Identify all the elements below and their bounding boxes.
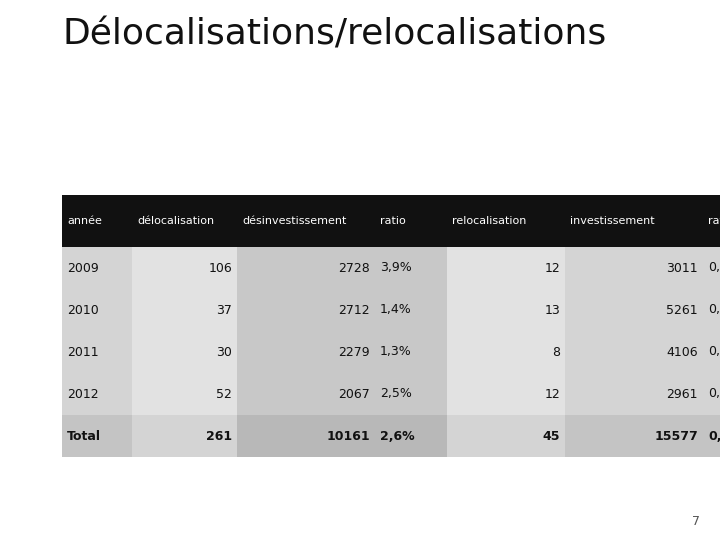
Bar — [237, 373, 375, 415]
Text: 2067: 2067 — [338, 388, 370, 401]
Bar — [703, 247, 720, 289]
Text: 261: 261 — [206, 429, 232, 442]
Text: 0,2%: 0,2% — [708, 303, 720, 316]
Bar — [447, 195, 565, 247]
Text: 2010: 2010 — [67, 303, 99, 316]
Text: ratio: ratio — [380, 216, 406, 226]
Text: 3011: 3011 — [667, 261, 698, 274]
Bar — [132, 247, 237, 289]
Bar — [565, 331, 703, 373]
Bar — [447, 289, 565, 331]
Text: investissement: investissement — [570, 216, 654, 226]
Text: 2279: 2279 — [338, 346, 370, 359]
Bar — [62, 331, 132, 373]
Bar — [447, 373, 565, 415]
Bar — [62, 195, 132, 247]
Text: 45: 45 — [542, 429, 560, 442]
Text: 2,6%: 2,6% — [380, 429, 415, 442]
Text: 2728: 2728 — [338, 261, 370, 274]
Text: 2712: 2712 — [338, 303, 370, 316]
Text: délocalisation: délocalisation — [137, 216, 214, 226]
Text: 8: 8 — [552, 346, 560, 359]
Text: 3,9%: 3,9% — [380, 261, 412, 274]
Bar — [237, 247, 375, 289]
Bar — [62, 415, 132, 457]
Text: 12: 12 — [544, 388, 560, 401]
Text: 13: 13 — [544, 303, 560, 316]
Text: 37: 37 — [216, 303, 232, 316]
Bar — [565, 195, 703, 247]
Text: 0,4%: 0,4% — [708, 388, 720, 401]
Bar — [62, 247, 132, 289]
Bar — [375, 247, 447, 289]
Text: 106: 106 — [208, 261, 232, 274]
Bar — [375, 331, 447, 373]
Text: désinvestissement: désinvestissement — [242, 216, 346, 226]
Bar — [703, 289, 720, 331]
Bar — [237, 195, 375, 247]
Text: 2011: 2011 — [67, 346, 99, 359]
Bar — [132, 289, 237, 331]
Text: ratio: ratio — [708, 216, 720, 226]
Text: 12: 12 — [544, 261, 560, 274]
Bar — [565, 289, 703, 331]
Bar — [703, 195, 720, 247]
Bar — [132, 415, 237, 457]
Bar — [565, 247, 703, 289]
Bar — [703, 415, 720, 457]
Bar — [62, 373, 132, 415]
Text: 2012: 2012 — [67, 388, 99, 401]
Bar — [447, 331, 565, 373]
Bar — [237, 331, 375, 373]
Bar — [703, 373, 720, 415]
Text: relocalisation: relocalisation — [452, 216, 526, 226]
Bar — [375, 289, 447, 331]
Text: 2961: 2961 — [667, 388, 698, 401]
Text: Total: Total — [67, 429, 101, 442]
Bar — [237, 289, 375, 331]
Bar — [375, 195, 447, 247]
Bar — [132, 373, 237, 415]
Bar — [237, 415, 375, 457]
Text: 10161: 10161 — [326, 429, 370, 442]
Text: 0,3%: 0,3% — [708, 429, 720, 442]
Text: 0,4%: 0,4% — [708, 261, 720, 274]
Bar — [132, 331, 237, 373]
Text: 0,2%: 0,2% — [708, 346, 720, 359]
Bar — [447, 415, 565, 457]
Text: 4106: 4106 — [667, 346, 698, 359]
Text: 1,4%: 1,4% — [380, 303, 412, 316]
Bar — [565, 373, 703, 415]
Text: 30: 30 — [216, 346, 232, 359]
Text: 1,3%: 1,3% — [380, 346, 412, 359]
Bar — [62, 289, 132, 331]
Bar — [447, 247, 565, 289]
Text: 2009: 2009 — [67, 261, 99, 274]
Text: 5261: 5261 — [667, 303, 698, 316]
Bar — [375, 373, 447, 415]
Bar — [565, 415, 703, 457]
Text: Délocalisations/relocalisations: Délocalisations/relocalisations — [62, 18, 606, 52]
Text: année: année — [67, 216, 102, 226]
Bar — [132, 195, 237, 247]
Text: 52: 52 — [216, 388, 232, 401]
Text: 7: 7 — [692, 515, 700, 528]
Text: 15577: 15577 — [654, 429, 698, 442]
Text: 2,5%: 2,5% — [380, 388, 412, 401]
Bar — [375, 415, 447, 457]
Bar — [703, 331, 720, 373]
